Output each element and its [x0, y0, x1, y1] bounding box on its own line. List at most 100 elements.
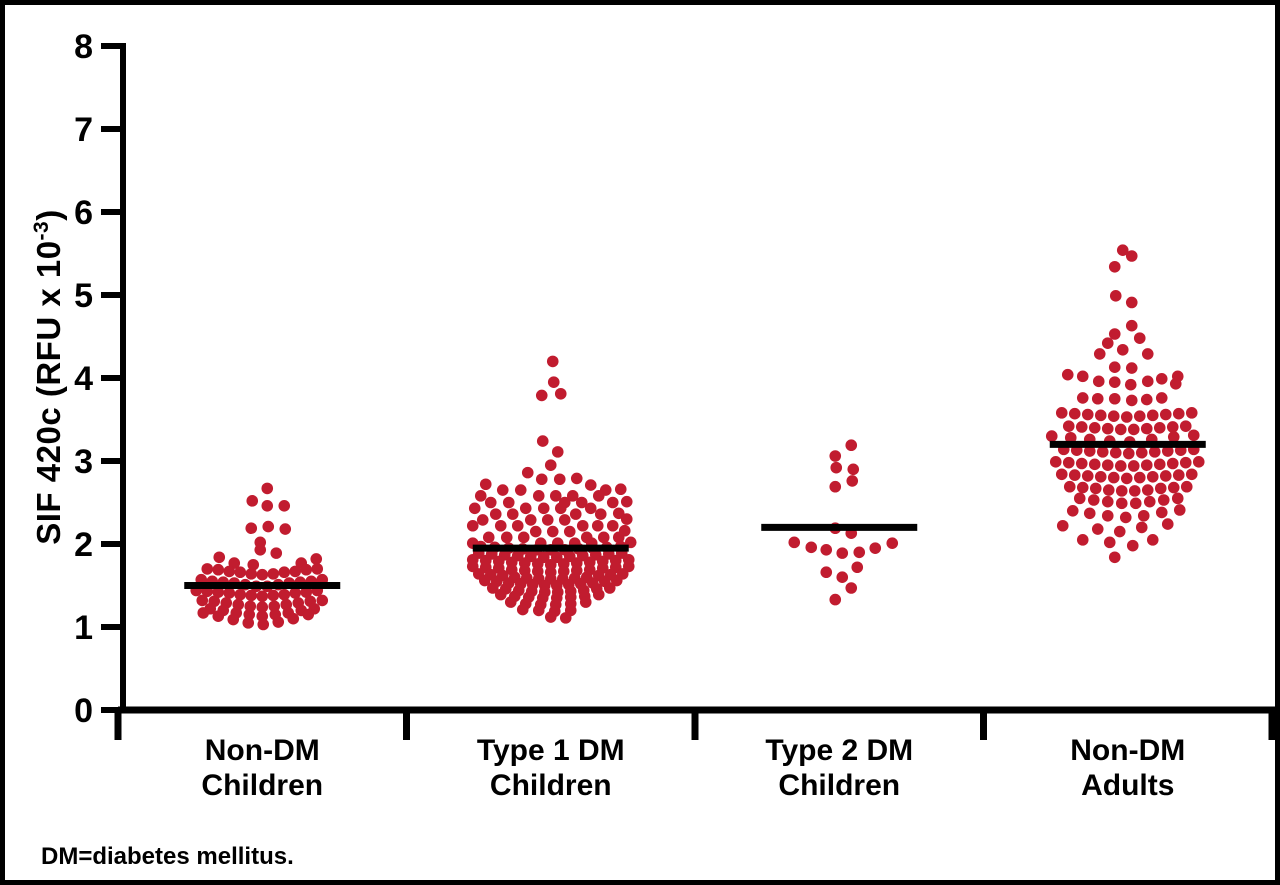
- data-dot: [805, 541, 818, 554]
- data-dot: [489, 508, 502, 520]
- data-dot: [1107, 471, 1120, 484]
- data-dot: [511, 519, 524, 532]
- data-dot: [1133, 471, 1146, 484]
- data-dot: [1161, 445, 1174, 457]
- data-dot: [1108, 392, 1121, 405]
- data-dot: [551, 446, 564, 458]
- data-dot: [1068, 469, 1081, 481]
- data-dot: [1146, 409, 1159, 422]
- data-dot: [1140, 459, 1153, 471]
- data-dot: [1127, 423, 1140, 436]
- data-dot: [1109, 290, 1122, 302]
- data-dot: [559, 612, 572, 624]
- data-dot: [521, 466, 534, 479]
- data-dot: [544, 611, 557, 623]
- data-dot: [494, 519, 507, 532]
- data-dot: [267, 589, 280, 602]
- data-dot: [1064, 431, 1077, 444]
- data-dot: [1101, 509, 1114, 522]
- data-dot: [546, 525, 559, 538]
- y-tick-label: 0: [74, 692, 93, 730]
- data-dot: [541, 514, 554, 526]
- data-dot: [1127, 460, 1140, 472]
- data-dot: [310, 553, 323, 565]
- data-dot: [500, 531, 513, 544]
- data-dot: [1066, 505, 1079, 517]
- data-dot: [1185, 407, 1198, 419]
- data-dot: [196, 594, 209, 607]
- data-dot: [576, 519, 589, 532]
- data-dot: [484, 496, 497, 509]
- data-dot: [1055, 468, 1068, 481]
- data-dot: [1155, 373, 1168, 385]
- data-dot: [1140, 393, 1153, 406]
- data-dot: [261, 482, 274, 495]
- group-label-line2: Children: [201, 769, 323, 802]
- data-dot: [1179, 420, 1192, 432]
- data-dot: [257, 618, 270, 631]
- data-dot: [535, 473, 548, 486]
- data-dot: [1108, 551, 1121, 564]
- data-dot: [606, 496, 619, 509]
- data-dot: [486, 582, 499, 594]
- data-dot: [261, 500, 274, 512]
- group-label-line1: Type 2 DM: [765, 734, 913, 767]
- data-dot: [1063, 480, 1076, 493]
- data-dot: [496, 484, 509, 496]
- group-label-line1: Non-DM: [1070, 734, 1185, 767]
- data-dot: [536, 435, 549, 447]
- data-dot: [594, 508, 607, 520]
- data-dot: [1133, 332, 1146, 344]
- data-dot: [569, 508, 582, 520]
- data-dot: [1075, 421, 1088, 433]
- data-dot: [1125, 250, 1138, 262]
- data-dot: [554, 387, 567, 400]
- data-dot: [506, 508, 519, 520]
- data-dot: [566, 490, 579, 502]
- data-dot: [1172, 407, 1185, 420]
- data-dot: [287, 612, 300, 625]
- data-dot: [1115, 497, 1128, 510]
- data-dot: [836, 571, 849, 583]
- data-dot: [851, 561, 864, 574]
- data-dot: [256, 601, 269, 613]
- data-dot: [1157, 494, 1170, 506]
- data-dot: [820, 566, 833, 579]
- data-dot: [1094, 470, 1107, 483]
- data-dot: [212, 610, 225, 623]
- data-dot: [592, 588, 605, 601]
- data-dot: [1153, 422, 1166, 434]
- data-dot: [289, 587, 302, 599]
- data-dot: [256, 568, 269, 581]
- data-dot: [1056, 519, 1069, 532]
- data-dot: [620, 495, 633, 508]
- data-dot: [829, 450, 842, 462]
- data-dot: [278, 588, 291, 601]
- data-dot: [1124, 378, 1137, 391]
- data-dot: [478, 574, 491, 587]
- data-dot: [1155, 392, 1168, 404]
- data-dot: [227, 613, 240, 626]
- y-axis-title-exponent: -3: [30, 220, 53, 241]
- data-dot: [612, 531, 625, 544]
- data-dot: [1172, 469, 1185, 481]
- data-dot: [1091, 523, 1104, 535]
- data-dot: [1135, 446, 1148, 459]
- data-dot: [1088, 422, 1101, 434]
- data-dot: [853, 546, 866, 559]
- data-dot: [1092, 375, 1105, 388]
- data-dot: [1116, 343, 1129, 356]
- data-dot: [544, 459, 557, 471]
- data-dot: [845, 439, 858, 452]
- data-dot: [1108, 260, 1121, 273]
- data-dot: [829, 593, 842, 606]
- data-dot: [1108, 328, 1121, 340]
- data-dot: [1126, 539, 1139, 552]
- data-dot: [610, 574, 623, 587]
- data-dot: [1180, 480, 1193, 493]
- data-dot: [549, 490, 562, 502]
- data-dot: [1061, 368, 1074, 381]
- data-dot: [267, 568, 280, 580]
